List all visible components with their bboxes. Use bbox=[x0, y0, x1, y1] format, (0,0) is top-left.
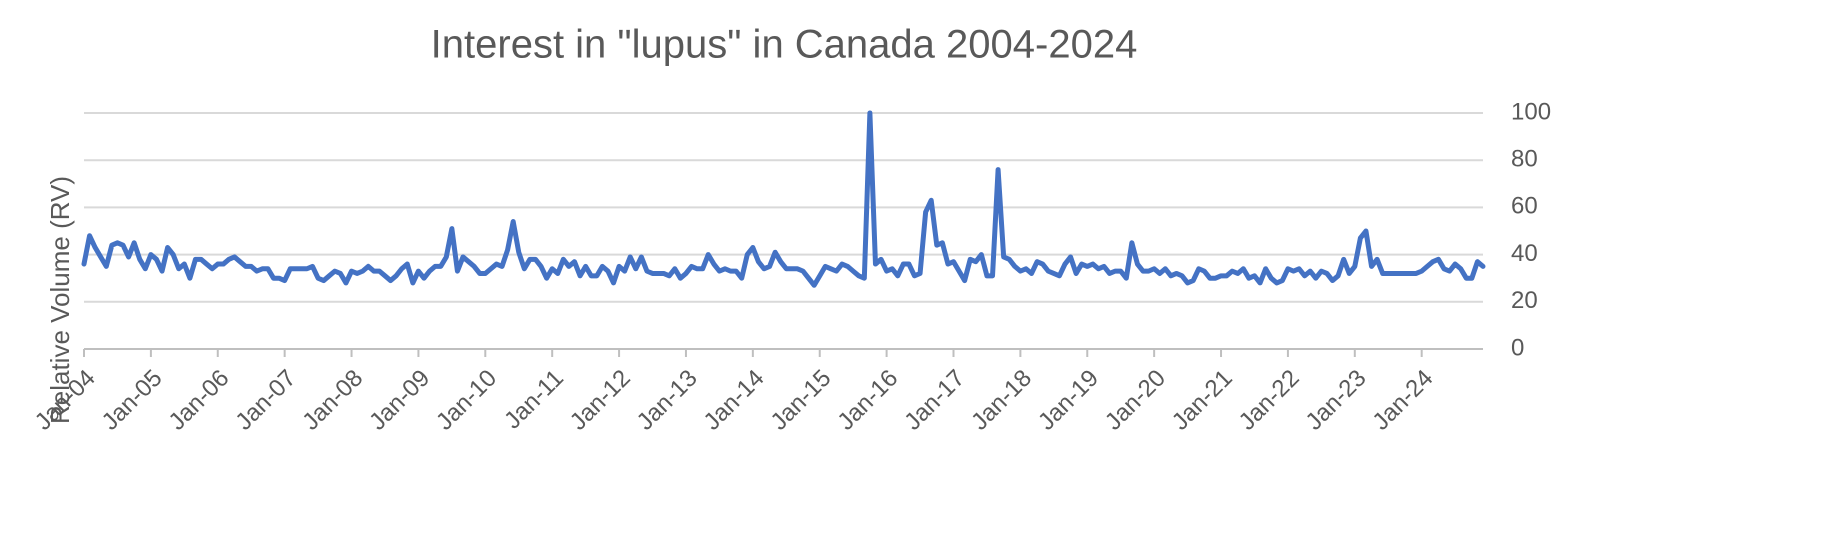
y-tick-label: 80 bbox=[1511, 146, 1538, 173]
x-tick-label: Jan-09 bbox=[364, 365, 435, 436]
x-tick-label: Jan-19 bbox=[1033, 365, 1104, 436]
x-tick-label: Jan-13 bbox=[632, 365, 703, 436]
x-tick-label: Jan-24 bbox=[1367, 365, 1438, 436]
x-tick-label: Jan-08 bbox=[297, 365, 368, 436]
y-axis-label: Relative Volume (RV) bbox=[45, 176, 75, 424]
x-tick-label: Jan-23 bbox=[1301, 365, 1372, 436]
y-tick-label: 20 bbox=[1511, 287, 1538, 314]
series-line bbox=[81, 110, 1486, 288]
chart-title: Interest in "lupus" in Canada 2004-2024 bbox=[431, 23, 1138, 67]
x-tick-label: Jan-10 bbox=[431, 365, 502, 436]
y-tick-label: 100 bbox=[1511, 98, 1551, 125]
y-tick-label: 40 bbox=[1511, 240, 1538, 267]
x-tick-label: Jan-20 bbox=[1100, 365, 1171, 436]
x-tick-label: Jan-06 bbox=[164, 365, 235, 436]
x-tick-label: Jan-05 bbox=[97, 365, 168, 436]
x-tick-label: Jan-15 bbox=[765, 365, 836, 436]
y-tick-label: 0 bbox=[1511, 334, 1524, 361]
x-tick-label: Jan-21 bbox=[1167, 365, 1238, 436]
x-tick-label: Jan-22 bbox=[1234, 365, 1305, 436]
x-tick-label: Jan-18 bbox=[966, 365, 1037, 436]
x-tick-label: Jan-11 bbox=[499, 365, 569, 435]
x-tick-label: Jan-16 bbox=[832, 365, 903, 436]
y-tick-label: 60 bbox=[1511, 193, 1538, 220]
x-tick-label: Jan-12 bbox=[565, 365, 636, 436]
x-tick-label: Jan-07 bbox=[230, 365, 301, 436]
x-tick-label: Jan-14 bbox=[699, 365, 770, 436]
x-tick-label: Jan-17 bbox=[899, 365, 970, 436]
